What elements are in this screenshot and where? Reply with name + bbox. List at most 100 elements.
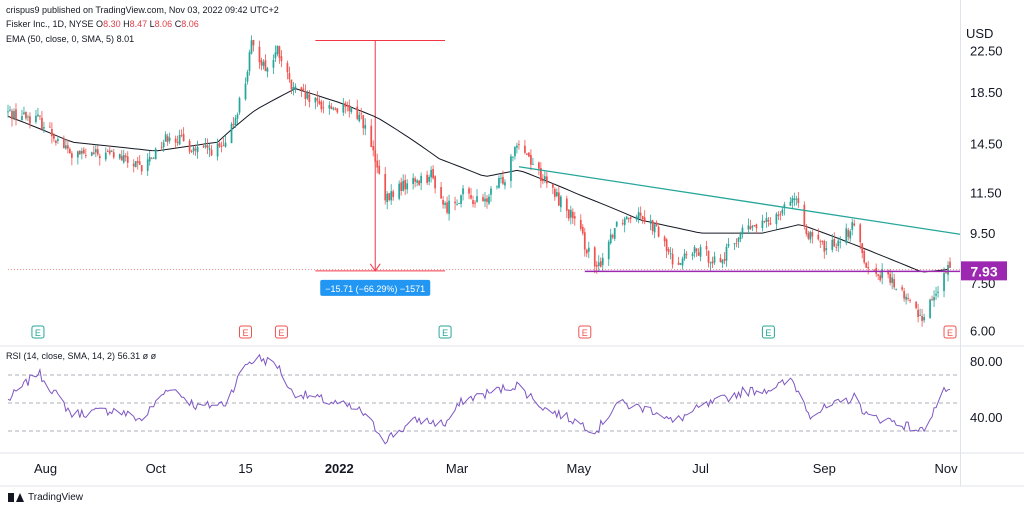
- candle-body: [783, 204, 786, 209]
- candle-body: [502, 176, 504, 184]
- ohlc-low: L8.06: [149, 19, 173, 29]
- candle-body: [112, 152, 115, 158]
- candle-body: [80, 151, 83, 154]
- candle-body: [342, 104, 345, 113]
- candle-body: [470, 195, 472, 199]
- candle-body: [763, 220, 766, 222]
- candle-body: [569, 209, 572, 218]
- candle-body: [94, 149, 97, 153]
- candle-body: [392, 191, 395, 198]
- candle-body: [7, 111, 9, 113]
- candle-body: [416, 180, 419, 183]
- candle-body: [947, 265, 949, 275]
- candle-body: [202, 146, 205, 148]
- earnings-marker-label: E: [947, 328, 953, 338]
- candle-body: [92, 152, 95, 155]
- candle-body: [599, 261, 602, 267]
- candle-body: [328, 105, 331, 109]
- candle-body: [432, 168, 434, 179]
- candle-body: [649, 220, 652, 224]
- earnings-marker: [239, 325, 253, 339]
- candle-body: [374, 150, 377, 162]
- candle-body: [909, 300, 911, 302]
- candle-body: [907, 297, 909, 299]
- candle-body: [887, 270, 890, 275]
- candle-body: [863, 251, 866, 263]
- candle-body: [69, 148, 71, 154]
- candle-body: [935, 293, 937, 296]
- candle-body: [873, 269, 876, 271]
- candle-body: [222, 145, 225, 146]
- candle-body: [472, 200, 474, 205]
- candle-body: [677, 262, 680, 265]
- candle-body: [39, 115, 41, 117]
- candle-body: [579, 220, 582, 229]
- price-tick-label: 14.50: [970, 137, 1003, 152]
- candle-body: [106, 151, 109, 152]
- candle-body: [559, 196, 562, 208]
- candle-body: [705, 246, 708, 250]
- candle-body: [140, 165, 143, 172]
- candle-body: [182, 134, 185, 142]
- rsi-line: [7, 353, 951, 445]
- candle-body: [779, 214, 782, 216]
- time-tick-label: Mar: [446, 461, 469, 476]
- candle-body: [823, 241, 826, 252]
- candle-body: [945, 272, 947, 274]
- time-tick-label: 2022: [325, 461, 354, 476]
- candle-body: [318, 100, 321, 104]
- candle-body: [721, 260, 724, 264]
- tradingview-brand: TradingView: [28, 492, 84, 503]
- candle-body: [446, 202, 448, 213]
- candle-body: [57, 139, 59, 141]
- rsi-legend-label: RSI (14, close, SMA, 14, 2): [6, 351, 116, 361]
- candle-body: [755, 224, 758, 229]
- candle-body: [348, 105, 351, 112]
- candle-body: [853, 223, 856, 226]
- candle-body: [286, 63, 289, 73]
- candle-body: [252, 39, 255, 46]
- earnings-marker-label: E: [278, 328, 284, 338]
- candle-body: [220, 146, 223, 147]
- candle-body: [583, 232, 586, 250]
- candle-body: [290, 79, 293, 90]
- candle-body: [609, 234, 612, 244]
- candle-body: [132, 163, 135, 167]
- candle-body: [234, 118, 237, 126]
- earnings-marker: [274, 325, 288, 339]
- candle-body: [931, 298, 933, 300]
- candle-body: [545, 176, 548, 184]
- candle-body: [320, 101, 323, 110]
- candle-body: [711, 261, 714, 264]
- candle-body: [498, 178, 500, 188]
- candle-body: [308, 94, 311, 102]
- candle-body: [510, 156, 512, 181]
- time-tick-label: Aug: [34, 461, 57, 476]
- candle-body: [162, 142, 165, 148]
- candle-body: [635, 216, 638, 220]
- candle-body: [817, 234, 820, 240]
- candle-body: [587, 247, 590, 252]
- candle-body: [218, 143, 221, 147]
- candle-body: [232, 123, 235, 125]
- candle-body: [901, 287, 903, 290]
- candle-body: [166, 136, 169, 142]
- candle-body: [196, 146, 199, 153]
- candle-body: [460, 195, 462, 204]
- candle-body: [739, 234, 742, 240]
- candle-body: [807, 233, 810, 239]
- candle-body: [496, 186, 498, 188]
- candle-body: [641, 216, 644, 219]
- ema-line: [7, 88, 949, 273]
- symbol-name: Fisker Inc., 1D, NYSE: [6, 19, 94, 29]
- candle-body: [152, 157, 155, 159]
- candle-body: [216, 143, 219, 157]
- candle-body: [442, 200, 444, 205]
- candle-body: [919, 314, 921, 316]
- candle-body: [905, 296, 907, 300]
- candle-body: [378, 165, 381, 174]
- candle-body: [623, 218, 626, 225]
- measure-label-text: −15.71 (−66.29%) −1571: [325, 284, 425, 294]
- candle-body: [741, 227, 744, 235]
- time-tick-label: 15: [238, 461, 252, 476]
